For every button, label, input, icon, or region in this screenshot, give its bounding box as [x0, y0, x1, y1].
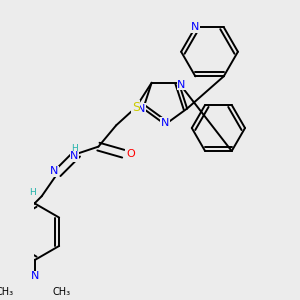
Text: N: N	[177, 80, 186, 89]
Text: O: O	[126, 149, 135, 159]
Text: H: H	[71, 144, 78, 153]
Text: CH₃: CH₃	[52, 287, 70, 297]
Text: N: N	[191, 22, 200, 32]
Text: H: H	[29, 188, 36, 197]
Text: N: N	[50, 167, 58, 176]
Text: N: N	[70, 152, 79, 161]
Text: N: N	[30, 271, 39, 281]
Text: S: S	[132, 101, 140, 114]
Text: CH₃: CH₃	[0, 287, 14, 297]
Text: N: N	[137, 103, 146, 113]
Text: N: N	[161, 118, 170, 128]
